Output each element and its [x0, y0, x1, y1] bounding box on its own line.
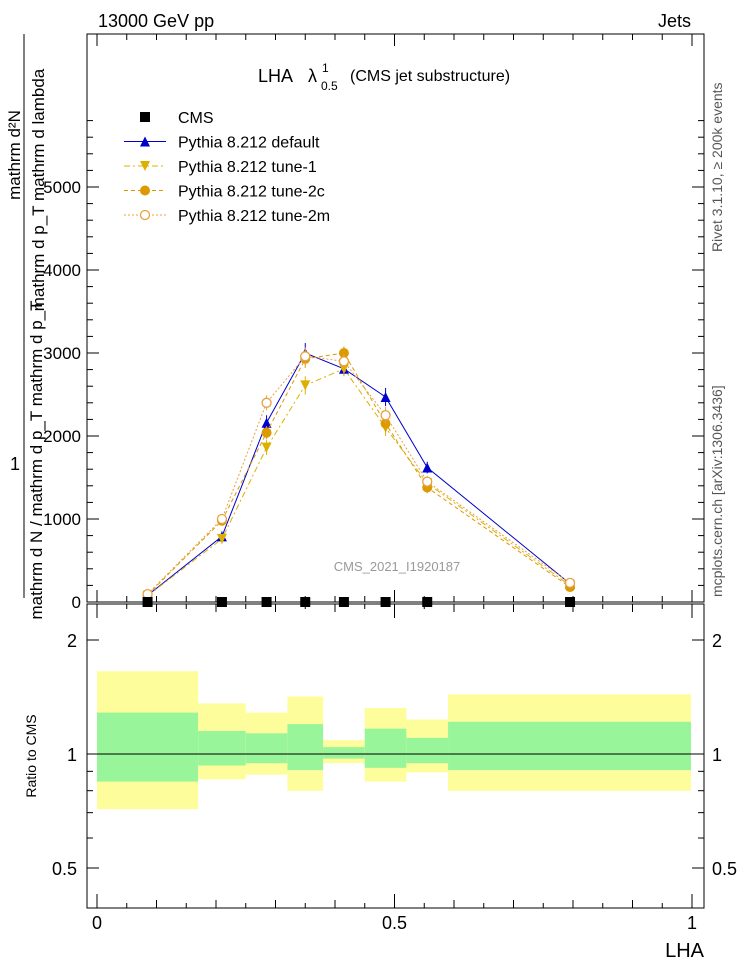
ratio-ytick-label: 1	[67, 745, 77, 765]
ratio-ytick-label-right: 2	[712, 631, 722, 651]
data-point-pythia-8-212-tune-1	[216, 533, 227, 544]
data-point-pythia-8-212-tune-2c	[338, 348, 349, 358]
x-tick-label: 1	[687, 913, 697, 933]
ratio-ytick-label: 0.5	[52, 859, 77, 879]
analysis-id-label: CMS_2021_I1920187	[334, 559, 461, 574]
ratio-ytick-label-right: 0.5	[712, 859, 737, 879]
legend-marker	[140, 112, 150, 122]
energy-label: 13000 GeV pp	[98, 11, 214, 31]
data-point-cms	[216, 597, 227, 607]
main-ytick-label: 5000	[43, 178, 81, 197]
legend-entry-pythia-8-212-tune-1: Pythia 8.212 tune-1	[124, 159, 317, 176]
title-sub: 0.5	[321, 79, 338, 93]
data-point-pythia-8-212-tune-2m	[338, 356, 350, 367]
x-tick-label: 0	[92, 913, 102, 933]
legend-entry-cms: CMS	[140, 110, 214, 127]
ratio-band-inner	[406, 737, 449, 764]
ratio-band-inner	[97, 712, 199, 782]
data-point-pythia-8-212-tune-2c	[261, 427, 272, 438]
ylabel-one: 1	[10, 454, 20, 474]
data-point-pythia-8-212-default	[261, 417, 272, 428]
ratio-band-inner	[245, 733, 288, 764]
data-point-pythia-8-212-tune-2m	[422, 476, 433, 487]
legend-marker	[140, 161, 150, 171]
legend-label: Pythia 8.212 tune-2c	[178, 184, 325, 201]
main-panel-frame	[86, 33, 705, 603]
data-point-pythia-8-212-tune-1	[300, 380, 311, 391]
ylabel-denominator: mathrm d N / mathrm d p_T mathrm d p_T	[27, 301, 46, 620]
rivet-label: Rivet 3.1.10, ≥ 200k events	[709, 82, 725, 252]
x-axis-label: LHA	[665, 940, 705, 962]
ratio-band-inner	[364, 728, 407, 768]
data-point-pythia-8-212-tune-2m	[564, 577, 576, 589]
x-tick-label: 0.5	[382, 913, 407, 933]
main-y-axis-label: 1 mathrm d N / mathrm d p_T mathrm d p_T…	[5, 34, 48, 620]
legend-label: CMS	[178, 110, 214, 127]
series-pythia-8-212-tune-2m	[142, 347, 576, 600]
data-point-cms	[300, 597, 311, 607]
legend-entry-pythia-8-212-tune-2c: Pythia 8.212 tune-2c	[124, 184, 325, 201]
ratio-y-axis: 0.5 0.5 1 1 2 2	[52, 631, 737, 879]
process-label: Jets	[658, 11, 691, 31]
ratio-band-inner	[287, 724, 324, 771]
series-line-pythia-8-212-tune-1	[147, 368, 571, 597]
data-point-pythia-8-212-default	[380, 391, 391, 402]
data-point-cms	[142, 597, 153, 607]
data-point-pythia-8-212-tune-1	[261, 442, 272, 453]
plot-title: LHA λ 1 0.5 (CMS jet substructure)	[258, 61, 510, 93]
data-point-pythia-8-212-tune-2m	[300, 351, 311, 362]
data-point-cms	[338, 597, 349, 607]
ratio-band-inner	[198, 731, 246, 766]
data-point-cms	[565, 597, 576, 607]
title-prefix: LHA	[258, 66, 293, 86]
ratio-bands	[97, 671, 691, 810]
ratio-y-axis-label: Ratio to CMS	[23, 714, 39, 797]
main-ytick-label: 2000	[43, 427, 81, 446]
legend-label: Pythia 8.212 tune-1	[178, 159, 317, 176]
main-ytick-label: 3000	[43, 344, 81, 363]
title-symbol: λ	[308, 66, 317, 86]
series-line-pythia-8-212-default	[147, 352, 571, 596]
legend: CMS Pythia 8.212 default Pythia 8.212 tune…	[124, 110, 330, 225]
data-point-pythia-8-212-tune-2m	[216, 513, 228, 525]
legend-entry-pythia-8-212-tune-2m: Pythia 8.212 tune-2m	[124, 208, 330, 225]
main-series-layer	[142, 343, 576, 607]
main-y-axis: 0 1000 2000 3000 4000 5000	[43, 120, 704, 612]
data-point-pythia-8-212-tune-2m	[380, 410, 391, 421]
ratio-ytick-label-right: 1	[712, 745, 722, 765]
ylabel-numerator-1: mathrm d²N	[5, 110, 24, 200]
ratio-ytick-label: 2	[67, 631, 77, 651]
legend-marker	[139, 209, 151, 221]
legend-marker	[140, 136, 150, 147]
main-ytick-label: 1000	[43, 510, 81, 529]
ratio-x-axis: 0 0.5 1	[92, 604, 697, 933]
legend-marker	[140, 185, 150, 196]
ratio-band-inner	[323, 747, 365, 759]
legend-entry-pythia-8-212-default: Pythia 8.212 default	[124, 135, 320, 152]
legend-label: Pythia 8.212 default	[178, 135, 320, 152]
data-point-cms	[261, 597, 272, 607]
data-point-pythia-8-212-default	[422, 462, 433, 473]
legend-label: Pythia 8.212 tune-2m	[178, 208, 330, 225]
ylabel-numerator-2: mathrm d p_T mathrm d lambda	[29, 68, 48, 311]
main-ytick-label: 4000	[43, 261, 81, 280]
title-suffix: (CMS jet substructure)	[350, 68, 510, 85]
data-point-cms	[422, 597, 433, 607]
ratio-panel-frame	[86, 603, 705, 909]
title-sup: 1	[322, 61, 329, 75]
data-point-pythia-8-212-tune-2m	[261, 397, 272, 408]
ratio-band-inner	[448, 721, 691, 771]
series-pythia-8-212-default	[142, 343, 576, 601]
main-ytick-label: 0	[72, 593, 81, 612]
series-line-pythia-8-212-tune-2c	[147, 352, 571, 596]
data-point-cms	[380, 597, 391, 607]
series-cms	[142, 597, 576, 607]
mcplots-label: mcplots.cern.ch [arXiv:1306.3436]	[709, 385, 725, 597]
